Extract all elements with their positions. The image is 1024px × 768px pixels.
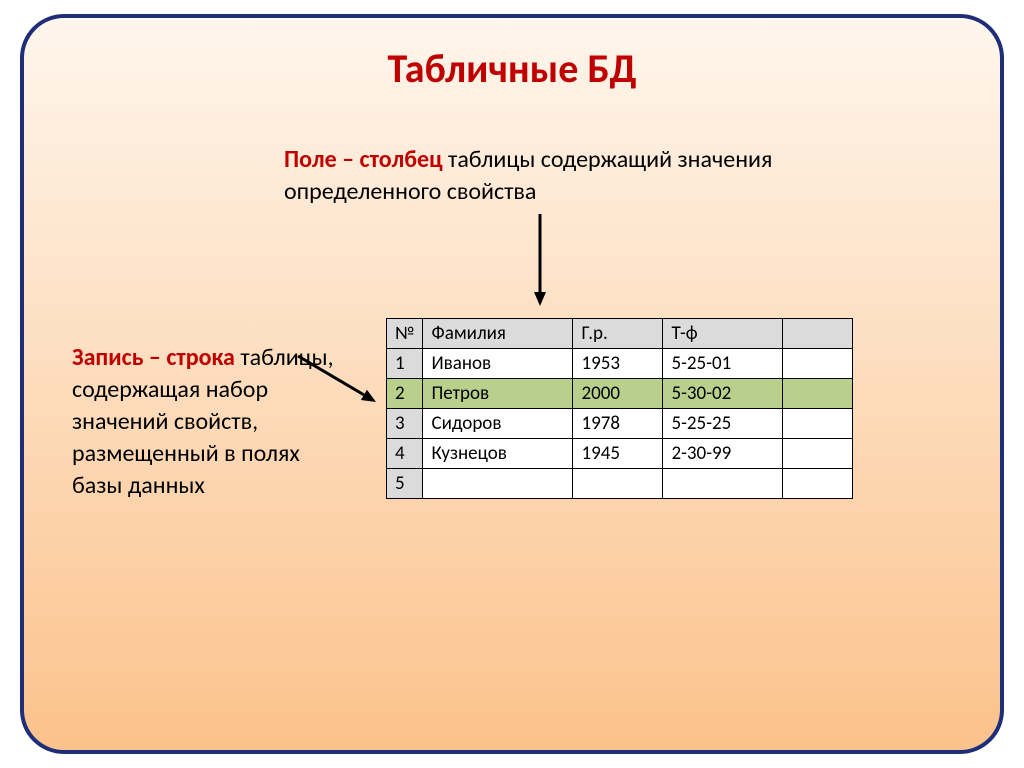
table-row: 1Иванов19535-25-01 xyxy=(387,349,853,379)
table-cell xyxy=(573,469,663,499)
table-cell: 5-25-25 xyxy=(663,409,783,439)
table-cell: Петров xyxy=(423,379,573,409)
table-cell: 4 xyxy=(387,439,423,469)
field-definition: Поле – столбец таблицы содержащий значен… xyxy=(284,144,844,208)
table-cell xyxy=(783,349,853,379)
table-cell: 1 xyxy=(387,349,423,379)
table-cell: 2-30-99 xyxy=(663,439,783,469)
table-cell: 5 xyxy=(387,469,423,499)
table-cell: Кузнецов xyxy=(423,439,573,469)
table-cell: Иванов xyxy=(423,349,573,379)
table-header-cell: № xyxy=(387,319,423,349)
table-header-cell xyxy=(783,319,853,349)
table-cell xyxy=(783,379,853,409)
table-cell: 3 xyxy=(387,409,423,439)
table-header-row: №ФамилияГ.р.Т-ф xyxy=(387,319,853,349)
title-text: Табличные БД xyxy=(387,44,636,93)
table-row: 2Петров20005-30-02 xyxy=(387,379,853,409)
table-cell: 5-25-01 xyxy=(663,349,783,379)
table-cell: 1953 xyxy=(573,349,663,379)
table-cell xyxy=(783,469,853,499)
table-header-cell: Г.р. xyxy=(573,319,663,349)
table-row: 5 xyxy=(387,469,853,499)
field-def-lead: Поле – столбец xyxy=(284,145,443,174)
record-def-lead: Запись – строка xyxy=(72,343,235,372)
slide: Табличные БД Поле – столбец таблицы соде… xyxy=(0,0,1024,768)
table-cell xyxy=(423,469,573,499)
table-cell xyxy=(783,439,853,469)
table-header-cell: Фамилия xyxy=(423,319,573,349)
arrow-record-to-row xyxy=(286,344,388,414)
table-cell: 2 xyxy=(387,379,423,409)
table-cell xyxy=(783,409,853,439)
table-cell xyxy=(663,469,783,499)
arrow-field-to-column xyxy=(528,202,552,318)
table-cell: Сидоров xyxy=(423,409,573,439)
table-header-cell: Т-ф xyxy=(663,319,783,349)
database-table: №ФамилияГ.р.Т-ф1Иванов19535-25-012Петров… xyxy=(386,318,853,499)
table-row: 4Кузнецов19452-30-99 xyxy=(387,439,853,469)
table-cell: 5-30-02 xyxy=(663,379,783,409)
table-cell: 1978 xyxy=(573,409,663,439)
table-cell: 1945 xyxy=(573,439,663,469)
slide-title: Табличные БД xyxy=(0,44,1024,93)
table-cell: 2000 xyxy=(573,379,663,409)
table-row: 3Сидоров19785-25-25 xyxy=(387,409,853,439)
